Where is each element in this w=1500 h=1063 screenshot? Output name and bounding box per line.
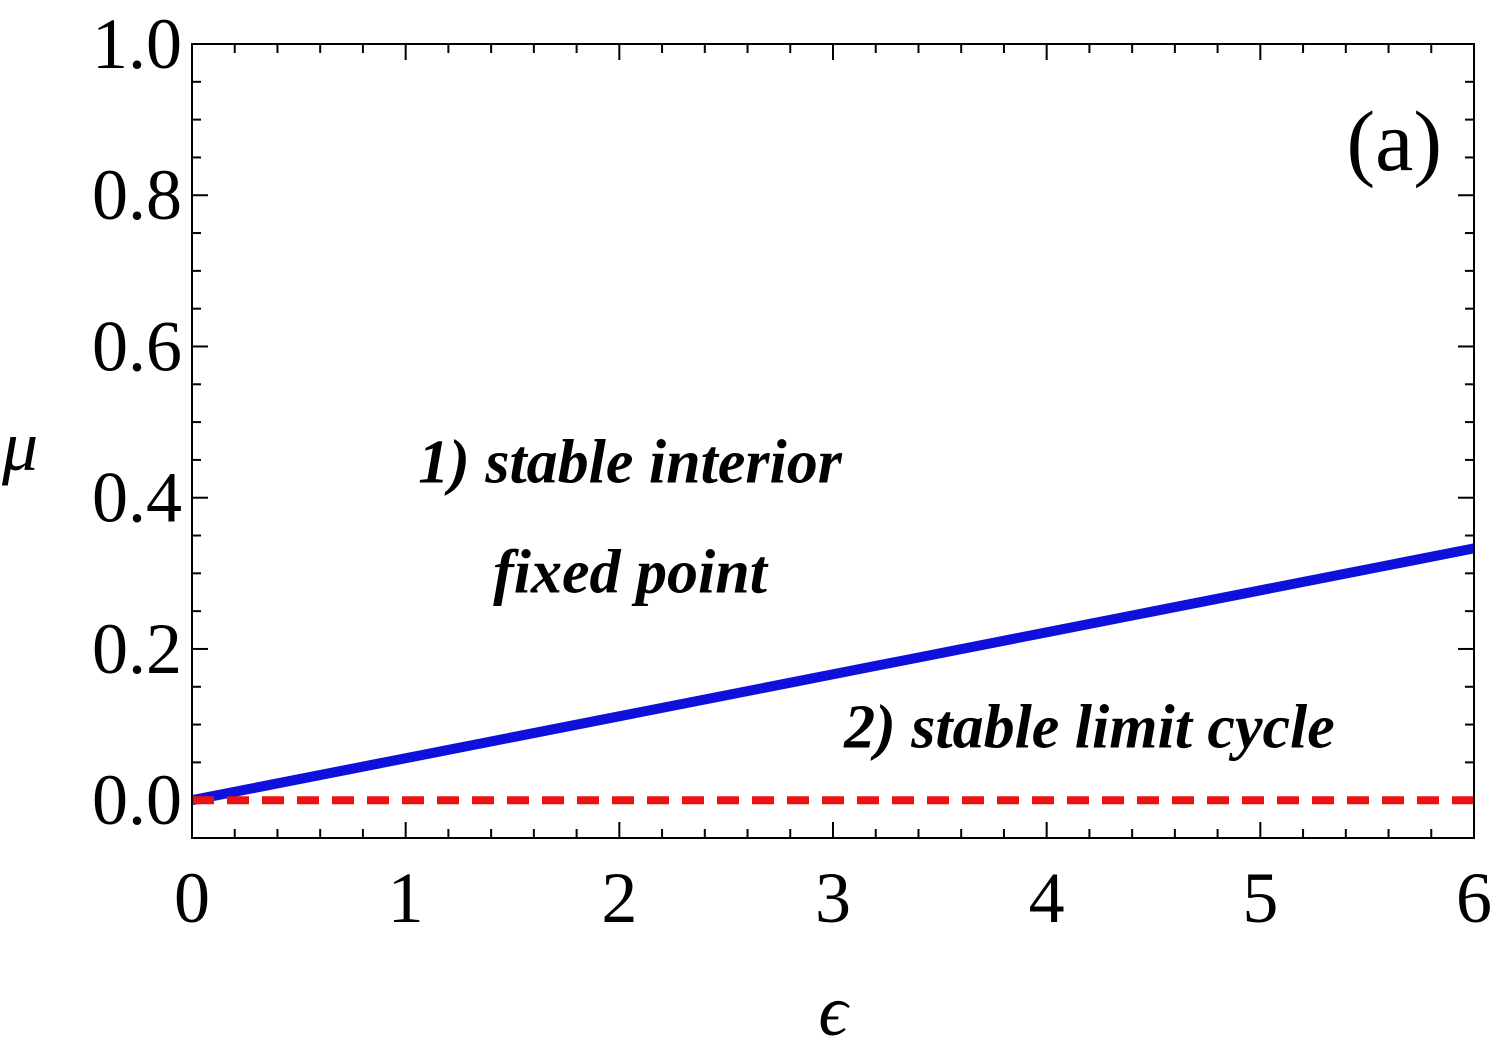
x-tick-label: 1 [388, 858, 424, 938]
y-axis-title: μ [1, 406, 38, 486]
x-tick-label: 5 [1242, 858, 1278, 938]
x-tick-label: 3 [815, 858, 851, 938]
panel-label: (a) [1347, 93, 1442, 189]
y-tick-label: 0.0 [92, 760, 182, 840]
solid-boundary-line [191, 543, 1475, 806]
region-label-1: 1) stable interior [418, 429, 843, 497]
x-axis-title: ϵ [818, 971, 850, 1051]
y-tick-label: 0.8 [92, 155, 182, 235]
x-tick-label: 2 [601, 858, 637, 938]
x-tick-label: 0 [174, 858, 210, 938]
region-label-2: 2) stable limit cycle [843, 693, 1335, 761]
y-tick-label: 0.6 [92, 306, 182, 386]
x-tick-label: 6 [1456, 858, 1492, 938]
y-tick-label: 0.4 [92, 458, 182, 538]
plot-frame [191, 43, 1475, 839]
x-tick-label: 4 [1029, 858, 1065, 938]
region-label-1: fixed point [493, 539, 769, 607]
y-tick-label: 0.2 [92, 609, 182, 689]
y-tick-label: 1.0 [92, 4, 182, 84]
